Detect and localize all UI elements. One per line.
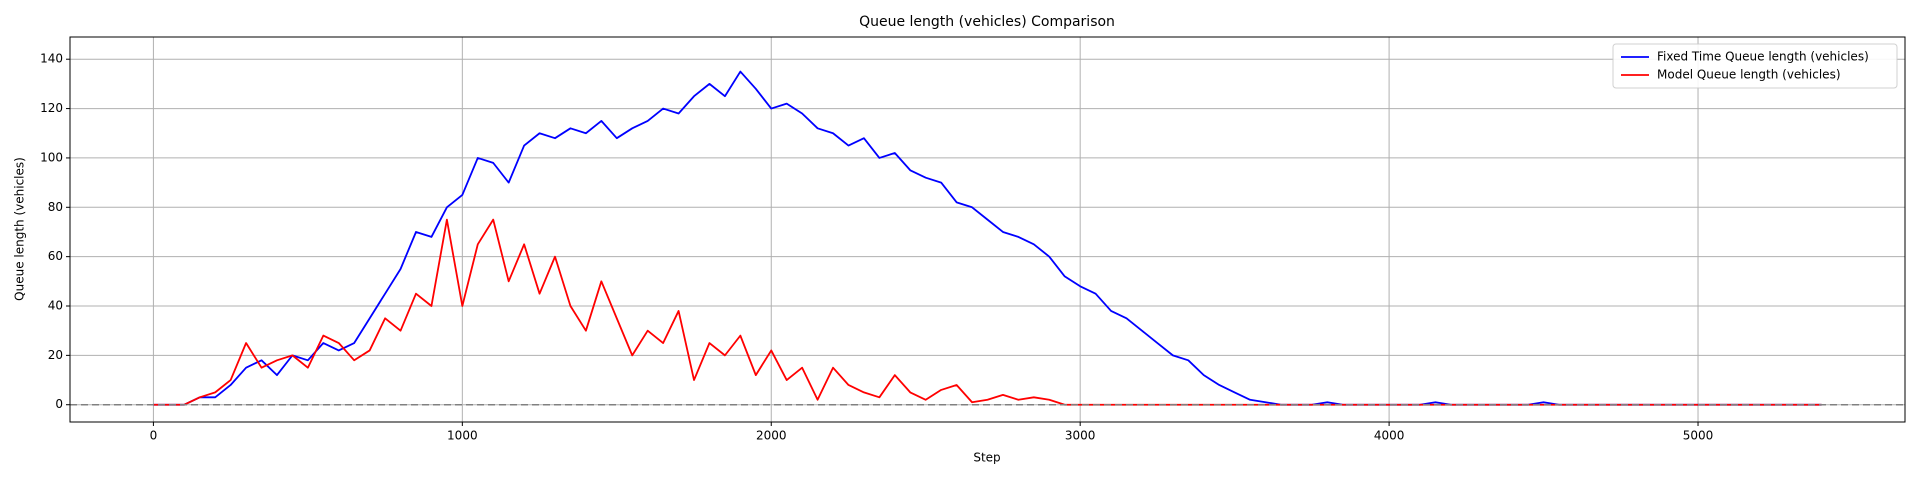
y-tick-label: 60 [48,249,63,263]
y-axis-label: Queue length (vehicles) [13,157,27,301]
legend-label: Model Queue length (vehicles) [1657,68,1841,82]
plot-frame [69,36,1906,423]
y-tick-label: 80 [48,200,63,214]
series-line [153,218,1822,406]
x-axis-label: Step [973,451,1000,465]
x-tick-label: 0 [150,429,158,443]
y-tick-label: 100 [40,150,63,164]
chart-title: Queue length (vehicles) Comparison [859,14,1115,30]
x-tick-label: 3000 [1065,429,1096,443]
y-tick-label: 20 [48,348,63,362]
y-tick-label: 40 [48,299,63,313]
y-tick-label: 0 [55,397,63,411]
x-tick-label: 5000 [1683,429,1714,443]
y-tick-label: 140 [40,52,63,66]
x-tick-label: 4000 [1374,429,1405,443]
x-tick-label: 1000 [447,429,478,443]
legend-label: Fixed Time Queue length (vehicles) [1657,50,1869,64]
y-tick-label: 120 [40,101,63,115]
legend: Fixed Time Queue length (vehicles) Model … [1612,43,1898,89]
series-line [153,70,1822,406]
legend-box [1612,43,1898,89]
x-tick-label: 2000 [756,429,787,443]
